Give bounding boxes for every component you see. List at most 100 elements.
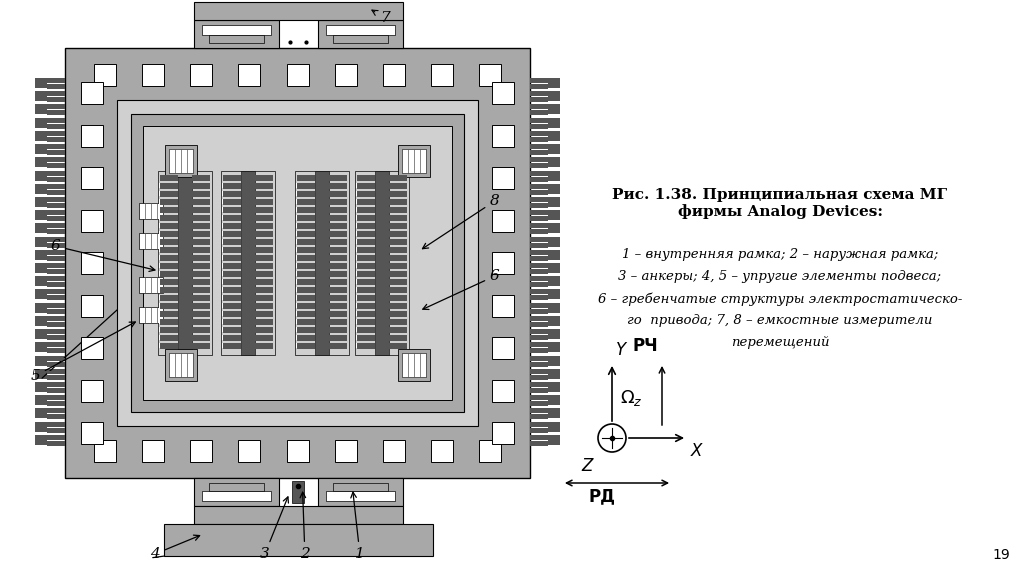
Bar	[47, 104, 65, 108]
Bar	[548, 382, 560, 392]
Bar	[326, 491, 394, 501]
Bar	[193, 343, 209, 348]
Bar	[548, 289, 560, 300]
Bar	[530, 421, 548, 425]
Bar	[139, 277, 163, 293]
Bar	[356, 207, 372, 212]
Bar	[255, 239, 273, 245]
Bar	[530, 113, 548, 115]
Bar	[548, 421, 560, 432]
Bar	[297, 335, 315, 341]
Bar	[357, 327, 375, 333]
Bar	[139, 307, 163, 323]
Bar	[329, 303, 347, 309]
Bar	[47, 388, 65, 392]
Bar	[297, 207, 315, 213]
Bar	[530, 150, 548, 154]
Bar	[178, 171, 193, 355]
Bar	[530, 408, 548, 412]
Bar	[47, 363, 65, 367]
Bar	[160, 263, 178, 269]
Bar	[194, 478, 279, 506]
Bar	[255, 255, 273, 261]
Bar	[223, 311, 241, 317]
Bar	[389, 215, 407, 221]
Bar	[389, 239, 407, 245]
Text: 3 – анкеры; 4, 5 – упругие элементы подвеса;: 3 – анкеры; 4, 5 – упругие элементы подв…	[618, 270, 941, 283]
Bar	[530, 362, 548, 366]
Bar	[160, 311, 178, 317]
Bar	[530, 146, 548, 149]
Bar	[479, 64, 501, 86]
Bar	[255, 335, 273, 341]
Bar	[35, 118, 47, 127]
Bar	[530, 144, 548, 148]
Bar	[297, 343, 315, 349]
Bar	[255, 263, 273, 269]
Bar	[296, 279, 312, 284]
Bar	[390, 271, 406, 276]
Bar	[256, 239, 272, 244]
Bar	[193, 295, 209, 300]
Bar	[222, 319, 238, 324]
Bar	[47, 292, 65, 294]
Bar	[255, 183, 273, 189]
Bar	[548, 236, 560, 247]
Bar	[193, 191, 210, 197]
Bar	[357, 303, 375, 309]
Bar	[47, 80, 65, 83]
Bar	[255, 175, 273, 181]
Bar	[492, 252, 514, 274]
Bar	[47, 163, 65, 167]
Bar	[159, 231, 175, 236]
Bar	[390, 327, 406, 332]
Bar	[47, 435, 65, 439]
Bar	[530, 123, 548, 127]
Bar	[357, 295, 375, 301]
Bar	[296, 271, 312, 276]
Bar	[530, 278, 548, 281]
Bar	[193, 231, 209, 236]
Bar	[47, 289, 65, 293]
Bar	[159, 335, 175, 340]
Bar	[357, 247, 375, 253]
Bar	[297, 263, 315, 269]
Bar	[47, 146, 65, 149]
Bar	[295, 171, 349, 355]
Bar	[255, 303, 273, 309]
Bar	[81, 337, 103, 359]
Bar	[330, 335, 346, 340]
Bar	[35, 316, 47, 326]
Bar	[222, 215, 238, 220]
Bar	[296, 311, 312, 316]
Bar	[287, 440, 308, 462]
Bar	[356, 327, 372, 332]
Bar	[255, 311, 273, 317]
Bar	[548, 131, 560, 141]
Bar	[297, 311, 315, 317]
Bar	[160, 207, 178, 213]
Bar	[530, 401, 548, 405]
Bar	[65, 48, 530, 478]
Bar	[223, 207, 241, 213]
Bar	[223, 335, 241, 341]
Bar	[94, 440, 116, 462]
Bar	[223, 327, 241, 333]
Bar	[222, 327, 238, 332]
Bar	[35, 91, 47, 101]
Bar	[330, 215, 346, 220]
Bar	[390, 263, 406, 268]
Bar	[255, 295, 273, 301]
Bar	[47, 252, 65, 255]
Bar	[329, 343, 347, 349]
Bar	[389, 343, 407, 349]
Bar	[193, 255, 210, 261]
Bar	[357, 343, 375, 349]
Bar	[209, 483, 263, 491]
Bar	[297, 287, 315, 293]
Bar	[47, 421, 65, 425]
Bar	[530, 252, 548, 255]
Bar	[357, 199, 375, 205]
Bar	[193, 183, 209, 188]
Bar	[530, 358, 548, 360]
